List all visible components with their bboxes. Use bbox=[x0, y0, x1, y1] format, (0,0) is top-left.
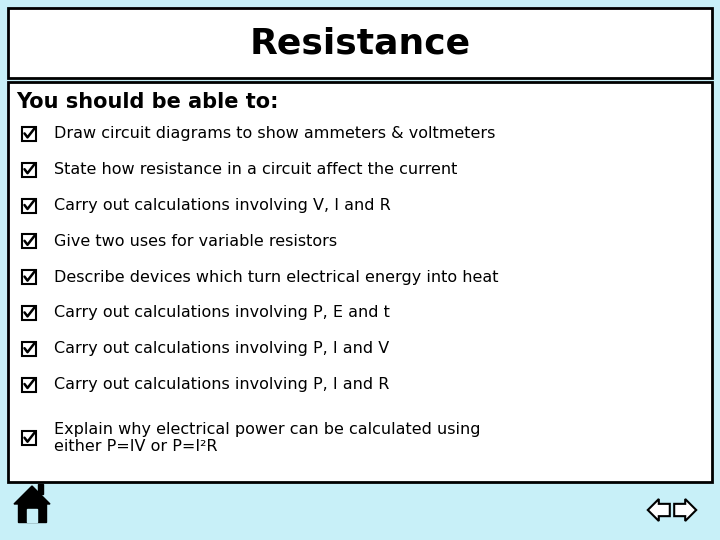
Bar bbox=[22, 234, 36, 248]
Text: Draw circuit diagrams to show ammeters & voltmeters: Draw circuit diagrams to show ammeters &… bbox=[54, 126, 495, 141]
Bar bbox=[22, 199, 36, 213]
Polygon shape bbox=[648, 499, 670, 521]
Bar bbox=[22, 270, 36, 284]
Bar bbox=[22, 306, 36, 320]
Bar bbox=[22, 127, 36, 141]
Polygon shape bbox=[674, 499, 696, 521]
Text: Carry out calculations involving P, I and R: Carry out calculations involving P, I an… bbox=[54, 377, 390, 392]
Polygon shape bbox=[14, 486, 50, 504]
Bar bbox=[22, 377, 36, 392]
Text: Carry out calculations involving P, E and t: Carry out calculations involving P, E an… bbox=[54, 306, 390, 320]
Text: Give two uses for variable resistors: Give two uses for variable resistors bbox=[54, 234, 337, 249]
Polygon shape bbox=[38, 484, 43, 494]
Text: State how resistance in a circuit affect the current: State how resistance in a circuit affect… bbox=[54, 162, 457, 177]
Text: Carry out calculations involving P, I and V: Carry out calculations involving P, I an… bbox=[54, 341, 390, 356]
Bar bbox=[22, 163, 36, 177]
Polygon shape bbox=[18, 503, 46, 522]
Bar bbox=[22, 342, 36, 356]
Text: Explain why electrical power can be calculated using: Explain why electrical power can be calc… bbox=[54, 422, 480, 437]
Text: either P=IV or P=I²R: either P=IV or P=I²R bbox=[54, 440, 217, 454]
Bar bbox=[22, 431, 36, 445]
Bar bbox=[8, 8, 712, 78]
Polygon shape bbox=[27, 509, 37, 522]
Bar bbox=[8, 82, 712, 482]
Text: You should be able to:: You should be able to: bbox=[16, 92, 279, 112]
Text: Carry out calculations involving V, I and R: Carry out calculations involving V, I an… bbox=[54, 198, 391, 213]
Text: Resistance: Resistance bbox=[249, 26, 471, 60]
Text: Describe devices which turn electrical energy into heat: Describe devices which turn electrical e… bbox=[54, 269, 498, 285]
